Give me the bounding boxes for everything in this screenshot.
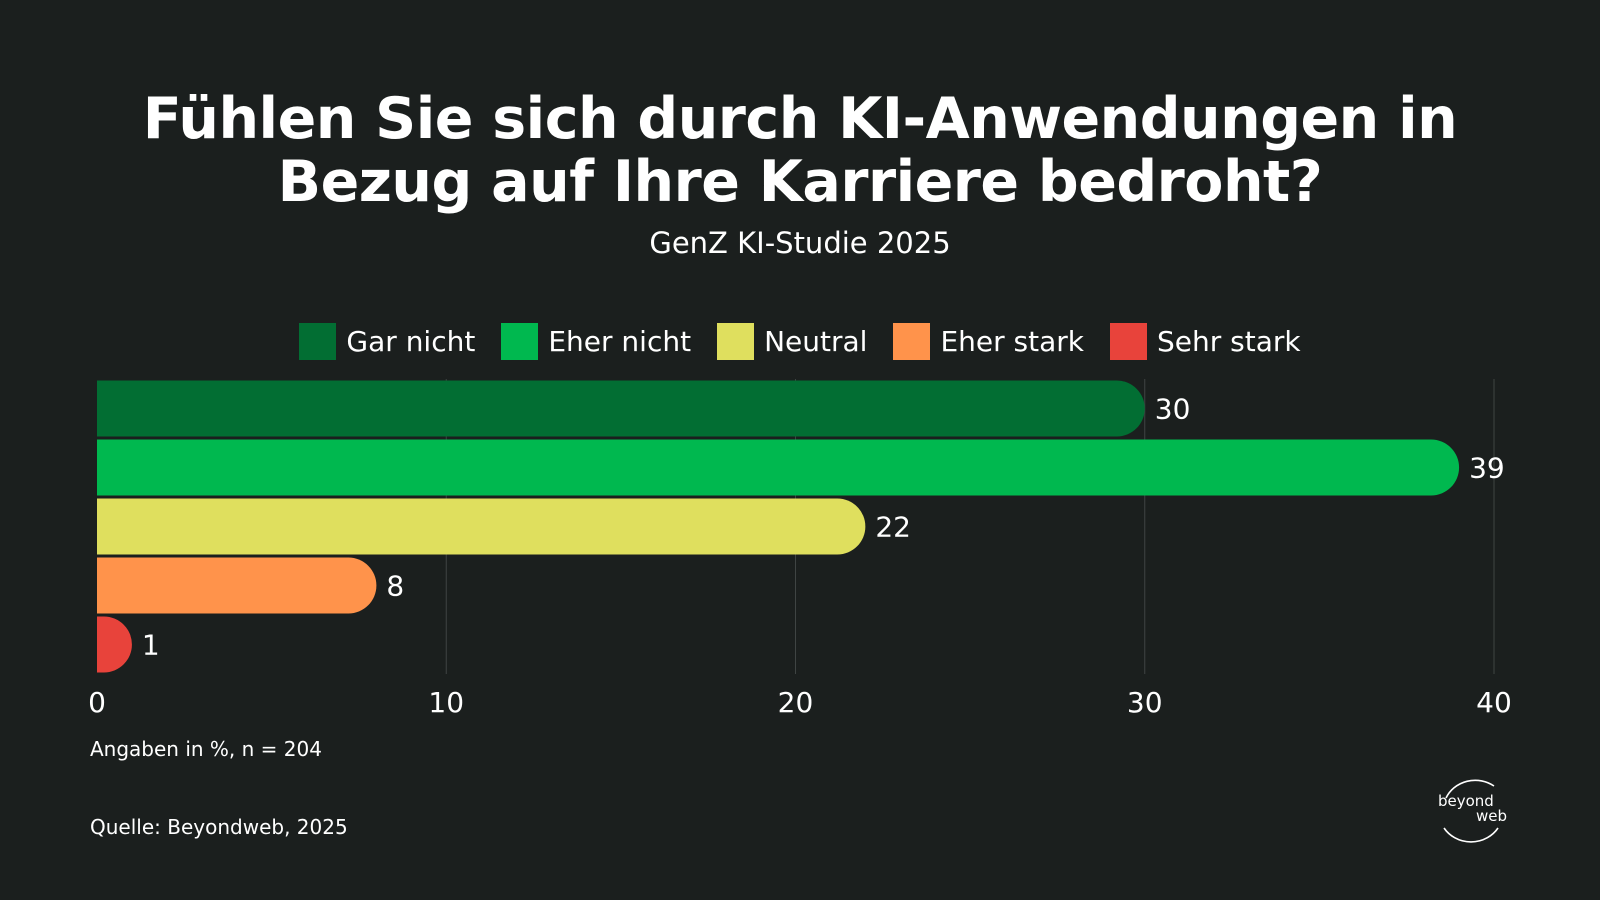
legend-label: Eher stark [940, 325, 1084, 358]
chart-title: Fühlen Sie sich durch KI-Anwendungen in … [0, 88, 1600, 214]
chart-subtitle: GenZ KI-Studie 2025 [649, 226, 951, 260]
legend-swatch [1109, 323, 1147, 360]
x-tick-label: 30 [1127, 686, 1163, 719]
x-tick-label: 0 [88, 686, 106, 719]
logo-text-line2: web [1476, 807, 1507, 825]
brand-logo: beyond web [1438, 779, 1507, 843]
logo-text-line1: beyond [1438, 792, 1494, 810]
title-line-2: Bezug auf Ihre Karriere bedroht? [277, 149, 1323, 215]
bar [97, 380, 1145, 437]
data-label: 30 [1155, 393, 1191, 426]
bar [97, 498, 866, 555]
legend-label: Gar nicht [346, 325, 476, 358]
title-line-1: Fühlen Sie sich durch KI-Anwendungen in [142, 86, 1458, 152]
data-label: 22 [875, 511, 911, 544]
legend-label: Neutral [764, 325, 868, 358]
bar [97, 616, 132, 673]
x-tick-label: 40 [1476, 686, 1512, 719]
legend-item: Gar nicht [299, 323, 475, 360]
data-label: 39 [1469, 452, 1505, 485]
x-tick-label: 20 [778, 686, 814, 719]
legend-swatch [717, 323, 755, 360]
legend-swatch [893, 323, 931, 360]
footnote: Angaben in %, n = 204 [90, 737, 322, 761]
x-tick-label: 10 [428, 686, 464, 719]
legend-item: Eher nicht [501, 323, 691, 360]
legend-label: Eher nicht [548, 325, 692, 358]
legend-swatch [299, 323, 337, 360]
legend-item: Eher stark [893, 323, 1084, 360]
legend: Gar nicht Eher nicht Neutral Eher stark Sehr… [0, 323, 1600, 360]
legend-label: Sehr stark [1156, 325, 1301, 358]
legend-item: Sehr stark [1109, 323, 1301, 360]
bar [97, 439, 1460, 496]
legend-item: Neutral [717, 323, 867, 360]
legend-swatch [501, 323, 539, 360]
source-note: Quelle: Beyondweb, 2025 [90, 815, 348, 839]
data-label: 1 [142, 629, 160, 662]
data-label: 8 [386, 570, 404, 603]
bar [97, 557, 377, 614]
